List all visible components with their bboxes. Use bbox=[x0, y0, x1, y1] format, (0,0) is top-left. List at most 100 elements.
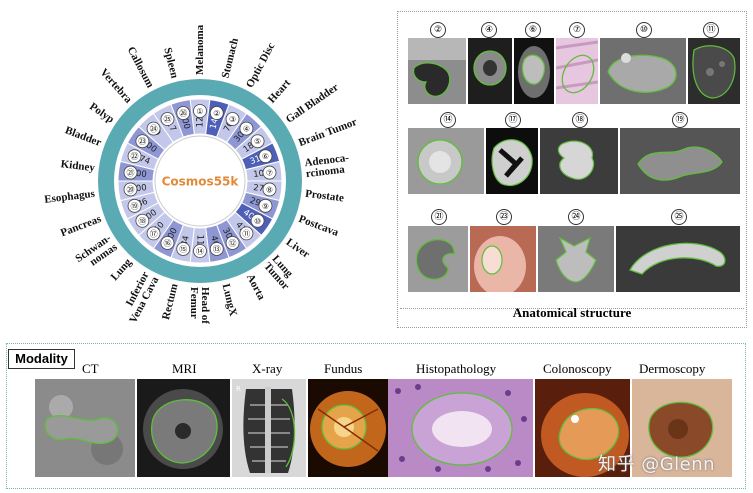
modality-label-histopathology: Histopathology bbox=[416, 361, 497, 376]
thumb-number: ⑭ bbox=[440, 112, 456, 128]
colonoscopy-image bbox=[535, 379, 630, 477]
segment-number-badge bbox=[250, 213, 265, 228]
dataset-wheel: 1213①Melanoma1400②Stomach709③Optic Disc3… bbox=[44, 24, 359, 325]
segment-number-badge bbox=[146, 226, 161, 241]
segment-label: Prostate bbox=[305, 187, 345, 204]
modality-label-fundus: Fundus bbox=[324, 361, 363, 376]
svg-text:R: R bbox=[236, 385, 241, 393]
segment-number-badge bbox=[176, 242, 191, 256]
segment-number-badge bbox=[239, 226, 254, 241]
segment-number-badge bbox=[160, 236, 175, 250]
segment-label: Gall Bladder bbox=[284, 81, 341, 125]
segment-label: InferiorVena Cava bbox=[117, 269, 161, 325]
segment-label: Head ofFemur bbox=[188, 287, 211, 324]
segment-label: Stomach bbox=[219, 37, 240, 80]
segment-number-badge bbox=[193, 244, 207, 258]
segment-number: ⑮ bbox=[179, 245, 187, 254]
segment-number-badge bbox=[209, 242, 224, 256]
xray-image: R bbox=[232, 379, 306, 477]
thumb-number: ㉑ bbox=[431, 209, 447, 225]
thumb-number: ⑥ bbox=[525, 22, 541, 38]
segment-number: ④ bbox=[243, 125, 250, 134]
segment-number: ⑬ bbox=[213, 245, 221, 254]
segment-number-badge bbox=[160, 112, 175, 126]
modality-label-colonoscopy: Colonoscopy bbox=[543, 361, 612, 376]
segment-number: ⑦ bbox=[266, 169, 273, 178]
thumb-number: ㉕ bbox=[671, 209, 687, 225]
segment-label: Vertebra bbox=[98, 66, 135, 106]
modality-panel bbox=[6, 343, 746, 489]
thumb-number: ② bbox=[430, 22, 446, 38]
modality-label-ct: CT bbox=[82, 361, 99, 376]
segment-label: Lung bbox=[108, 256, 134, 283]
anatomical-structure-title: Anatomical structure bbox=[512, 305, 632, 320]
thumb-pancreas bbox=[620, 128, 740, 194]
segment-number: ⑤ bbox=[254, 137, 261, 146]
segment-number-badge bbox=[225, 236, 240, 250]
segment-number-badge bbox=[193, 104, 207, 118]
thumb-lung-tumor bbox=[688, 38, 740, 104]
segment-number-badge bbox=[127, 149, 142, 164]
segment-number: ② bbox=[213, 109, 220, 118]
thumb-schwannoma bbox=[540, 128, 618, 194]
segment-number: ⑫ bbox=[229, 239, 237, 248]
segment-label: Rectum bbox=[160, 282, 180, 320]
segment-number: ㉔ bbox=[150, 125, 158, 134]
segment-label: Esophagus bbox=[44, 187, 97, 205]
thumb-liver bbox=[600, 38, 686, 104]
thumb-vertebra bbox=[538, 226, 614, 292]
segment-label: Liver bbox=[284, 236, 312, 261]
thumb-number: ⑰ bbox=[505, 112, 521, 128]
segment-number: ㉒ bbox=[131, 152, 139, 161]
segment-label: Bladder bbox=[63, 124, 103, 149]
dermoscopy-image bbox=[632, 379, 732, 477]
thumb-number: ㉔ bbox=[568, 209, 584, 225]
segment-label: Melanoma bbox=[194, 24, 206, 75]
segment-number-badge bbox=[176, 106, 191, 120]
segment-number-badge bbox=[123, 165, 138, 180]
thumb-number: ④ bbox=[481, 22, 497, 38]
modality-label-mri: MRI bbox=[172, 361, 197, 376]
segment-label: Heart bbox=[265, 77, 292, 106]
segment-number: ① bbox=[196, 107, 203, 116]
segment-number: ⑭ bbox=[196, 247, 204, 256]
segment-number-badge bbox=[127, 198, 142, 213]
segment-label: Optic Disc bbox=[244, 40, 278, 89]
thumb-number: ㉓ bbox=[496, 209, 512, 225]
segment-label: Brain Tumor bbox=[297, 116, 359, 149]
wheel-center-label: Cosmos55k bbox=[162, 175, 240, 189]
segment-label: Adenoca-rcinoma bbox=[304, 151, 351, 179]
segment-number: ㉑ bbox=[127, 169, 135, 178]
segment-label: LungX bbox=[220, 282, 240, 317]
watermark: 知乎 @Glenn bbox=[598, 454, 716, 475]
outer-ring bbox=[98, 79, 302, 283]
segment-label: Pancreas bbox=[59, 212, 104, 239]
segment-number-badge bbox=[239, 121, 254, 136]
modality-label-xray: X-ray bbox=[252, 361, 283, 376]
thumb-histology bbox=[556, 38, 598, 104]
thumb-femur bbox=[408, 128, 484, 194]
segment-number: ⑨ bbox=[262, 202, 269, 211]
modality-label-dermoscopy: Dermoscopy bbox=[639, 361, 706, 376]
thumb-stomach bbox=[408, 38, 466, 104]
segment-number-badge bbox=[225, 112, 240, 126]
panel-divider bbox=[400, 308, 744, 309]
segment-number-badge bbox=[123, 182, 138, 197]
segment-number: ③ bbox=[229, 115, 236, 124]
wheel-center bbox=[154, 135, 246, 227]
segment-number-badge bbox=[209, 106, 224, 120]
thumb-heart bbox=[468, 38, 512, 104]
segment-number: ㉓ bbox=[138, 137, 146, 146]
thumb-number: ⑱ bbox=[572, 112, 588, 128]
segment-number: ⑧ bbox=[266, 185, 273, 194]
segment-number: ⑳ bbox=[127, 185, 135, 194]
fundus-image bbox=[308, 379, 388, 477]
segment-label: Callosum bbox=[125, 45, 156, 90]
segment-number-badge bbox=[146, 121, 161, 136]
segment-number: ⑰ bbox=[150, 229, 158, 238]
thumb-number: ⑩ bbox=[636, 22, 652, 38]
segment-label: Kidney bbox=[60, 158, 96, 174]
thumb-number: ⑦ bbox=[569, 22, 585, 38]
segment-number-badge bbox=[258, 198, 273, 213]
segment-number-badge bbox=[135, 134, 150, 149]
